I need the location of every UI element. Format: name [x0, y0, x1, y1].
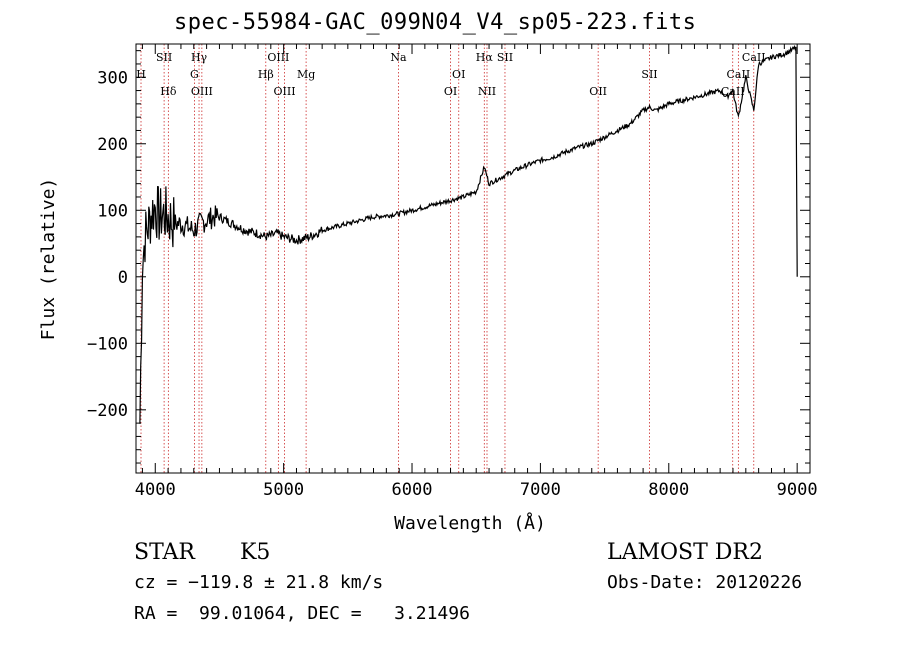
line-label-12: OI	[444, 85, 457, 98]
line-label-9: Mg	[297, 68, 315, 81]
x-axis-label: Wavelength (Å)	[394, 512, 546, 534]
line-label-4: G	[190, 68, 199, 81]
x-tick-label: 8000	[648, 480, 689, 500]
line-label-13: Hα	[476, 51, 494, 64]
spectrum-series-line	[139, 44, 798, 424]
x-tick-label: 4000	[135, 480, 176, 500]
line-label-15: NII	[478, 85, 496, 98]
line-label-3: Hγ	[191, 51, 208, 64]
line-label-19: CaII	[727, 68, 751, 81]
line-label-7: Hβ	[258, 68, 274, 81]
plot-frame	[135, 43, 811, 474]
x-tick-label: 7000	[520, 480, 561, 500]
line-label-8: OIII	[274, 85, 296, 98]
x-tick-label: 6000	[392, 480, 433, 500]
line-label-1: SII	[156, 51, 172, 64]
y-tick-label: −200	[87, 401, 128, 421]
line-label-17: SII	[641, 68, 657, 81]
chart-title: spec-55984-GAC_099N04_V4_sp05-223.fits	[174, 10, 697, 35]
y-tick-label: 100	[97, 201, 128, 221]
y-tick-label: 0	[118, 268, 128, 288]
ra-dec-value: RA = 99.01064, DEC = 3.21496	[134, 603, 470, 624]
object-subclass: K5	[240, 540, 271, 565]
axis-ticks-layer: 4000 5000 6000 7000 8000 9000 −200 −100 0 100 200 3…	[87, 44, 818, 500]
line-label-10: Na	[390, 51, 407, 64]
line-label-2: Hδ	[160, 85, 177, 98]
y-axis-label: Flux (relative)	[38, 178, 59, 341]
line-label-16: OII	[589, 85, 607, 98]
y-tick-label: 200	[97, 135, 128, 155]
object-class: STAR	[134, 540, 195, 565]
survey-name: LAMOST DR2	[607, 540, 763, 565]
y-tick-label: 300	[97, 68, 128, 88]
y-tick-label: −100	[87, 334, 128, 354]
line-label-0: H	[136, 68, 146, 81]
line-label-14: SII	[497, 51, 513, 64]
x-tick-label: 5000	[263, 480, 304, 500]
obs-date: Obs-Date: 20120226	[607, 572, 803, 593]
x-tick-label: 9000	[777, 480, 818, 500]
line-label-6: OIII	[267, 51, 289, 64]
line-label-11: OI	[452, 68, 465, 81]
cz-value: cz = −119.8 ± 21.8 km/s	[134, 572, 384, 593]
line-label-5: OIII	[191, 85, 213, 98]
line-label-18: CaII	[742, 51, 766, 64]
